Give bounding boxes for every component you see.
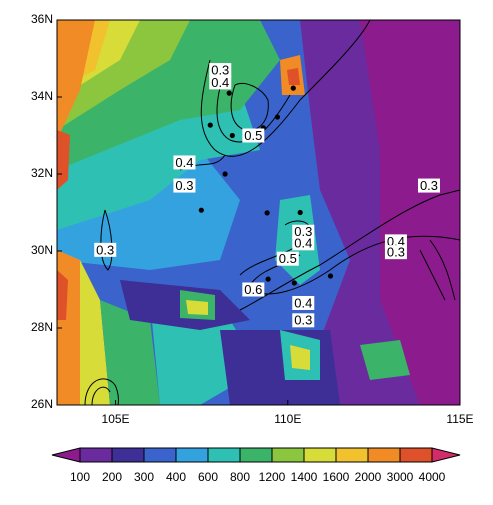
colorbar-label: 400 (166, 470, 186, 484)
contour-label: 0.3 (96, 242, 114, 257)
colorbar-segment (79, 447, 113, 463)
contour-label-box (292, 236, 315, 251)
contour-label: 0.3 (294, 224, 312, 239)
contour-label-box (173, 155, 196, 170)
y-tick-label: 28N (31, 320, 53, 334)
y-tick-label: 26N (31, 397, 53, 411)
contour-label-box (418, 178, 440, 193)
contour-label-box (292, 224, 315, 239)
contour-label-box (242, 282, 265, 297)
contour-label: 0.4 (387, 234, 405, 249)
colorbar-segment (271, 447, 305, 463)
station (274, 114, 281, 120)
colorbar-segment (367, 447, 401, 463)
contour-label: 0.4 (211, 75, 229, 90)
contour-label-box (209, 63, 232, 78)
contour-label-box (292, 295, 315, 310)
contour-label: 0.3 (211, 62, 229, 77)
x-tick-label: 105E (102, 412, 130, 426)
contour-label-box (384, 245, 407, 260)
colorbar-segment (207, 447, 241, 463)
colorbar-segment (335, 447, 369, 463)
contour-label: 0.4 (175, 155, 193, 170)
colorbar-label: 1600 (323, 470, 350, 484)
colorbar-label: 2000 (355, 470, 382, 484)
colorbar-label: 1200 (259, 470, 286, 484)
colorbar-segment (431, 447, 461, 463)
colorbar-label: 3000 (387, 470, 414, 484)
contour-label-box (173, 178, 196, 193)
colorbar-segment (51, 447, 81, 463)
contour-label-box (94, 242, 117, 257)
colorbar-segment (239, 447, 273, 463)
colorbar-label: 300 (134, 470, 154, 484)
contour-label-box (384, 234, 407, 249)
colorbar-segment (303, 447, 337, 463)
station (222, 171, 228, 177)
contour-label: 0.3 (387, 245, 405, 260)
colorbar-segment (111, 447, 145, 463)
colorbar-segment (143, 447, 177, 463)
x-tick-label: 115E (446, 412, 473, 426)
elevation-field (57, 20, 460, 405)
contour-label-box (292, 313, 315, 328)
colorbar-label: 1400 (291, 470, 318, 484)
station (229, 132, 235, 139)
contour-label: 0.3 (175, 178, 193, 193)
y-tick-label: 34N (31, 89, 53, 103)
contour-label: 0.4 (294, 295, 312, 310)
colorbar-segment (399, 447, 433, 463)
station (290, 85, 296, 91)
colorbar-label: 100 (70, 470, 90, 484)
y-tick-label: 36N (31, 12, 53, 26)
contour-label: 0.5 (279, 251, 297, 266)
station (327, 273, 334, 279)
contour-label-box (242, 128, 265, 143)
station (264, 210, 270, 216)
y-tick-label: 30N (31, 243, 53, 257)
colorbar-segment (175, 447, 209, 463)
colorbar-label: 600 (198, 470, 218, 484)
x-tick-label: 110E (274, 412, 301, 426)
map-frame (56, 19, 461, 406)
contour-label: 0.4 (294, 236, 312, 251)
contour-label-box (209, 75, 232, 90)
station (265, 276, 271, 282)
contour-label: 0.3 (294, 313, 312, 328)
y-tick-label: 32N (31, 166, 53, 180)
station (297, 209, 303, 216)
station (291, 280, 297, 286)
colorbar-label: 800 (230, 470, 250, 484)
contour-label: 0.3 (420, 178, 438, 193)
station (198, 207, 204, 213)
contour-label: 0.5 (244, 128, 262, 143)
station (226, 90, 232, 96)
colorbar-label: 4000 (419, 470, 446, 484)
station (207, 122, 213, 128)
contour-label: 0.6 (244, 282, 262, 297)
contour-label-box (276, 251, 299, 266)
colorbar-label: 200 (102, 470, 122, 484)
